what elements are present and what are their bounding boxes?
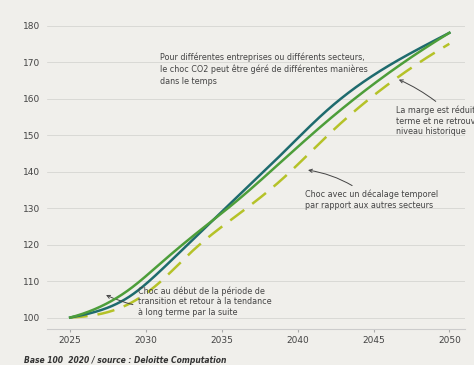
Text: Pour différentes entreprises ou différents secteurs,
le choc CO2 peut être géré : Pour différentes entreprises ou différen… xyxy=(160,52,368,86)
Text: La marge est réduite à long
terme et ne retrouve jamais le
niveau historique: La marge est réduite à long terme et ne … xyxy=(396,80,474,136)
Text: Choc au début de la période de
transition et retour à la tendance
à long terme p: Choc au début de la période de transitio… xyxy=(107,287,272,317)
Text: Choc avec un décalage temporel
par rapport aux autres secteurs: Choc avec un décalage temporel par rappo… xyxy=(305,169,438,210)
Text: Base 100  2020 / source : Deloitte Computation: Base 100 2020 / source : Deloitte Comput… xyxy=(24,356,226,365)
